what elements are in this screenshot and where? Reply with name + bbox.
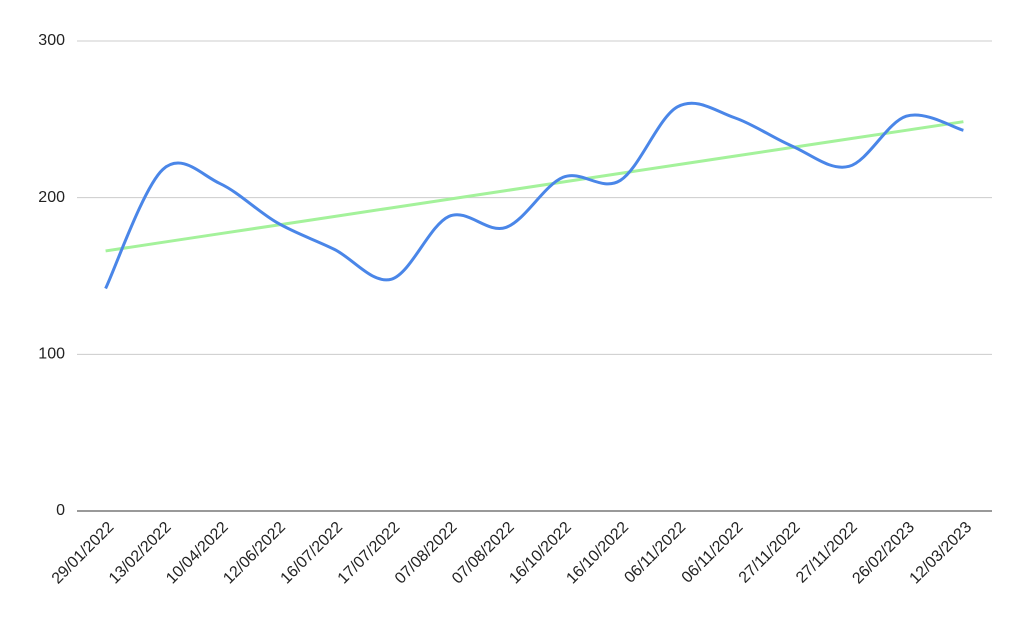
x-tick-label: 12/03/2023 (907, 519, 976, 588)
y-tick-label: 300 (38, 32, 65, 49)
y-tick-label: 0 (56, 502, 65, 519)
y-tick-label: 200 (38, 189, 65, 206)
x-tick-label: 16/10/2022 (563, 519, 632, 588)
trend-line (105, 120, 964, 253)
data-line (104, 101, 964, 290)
y-tick-label: 100 (38, 346, 65, 363)
